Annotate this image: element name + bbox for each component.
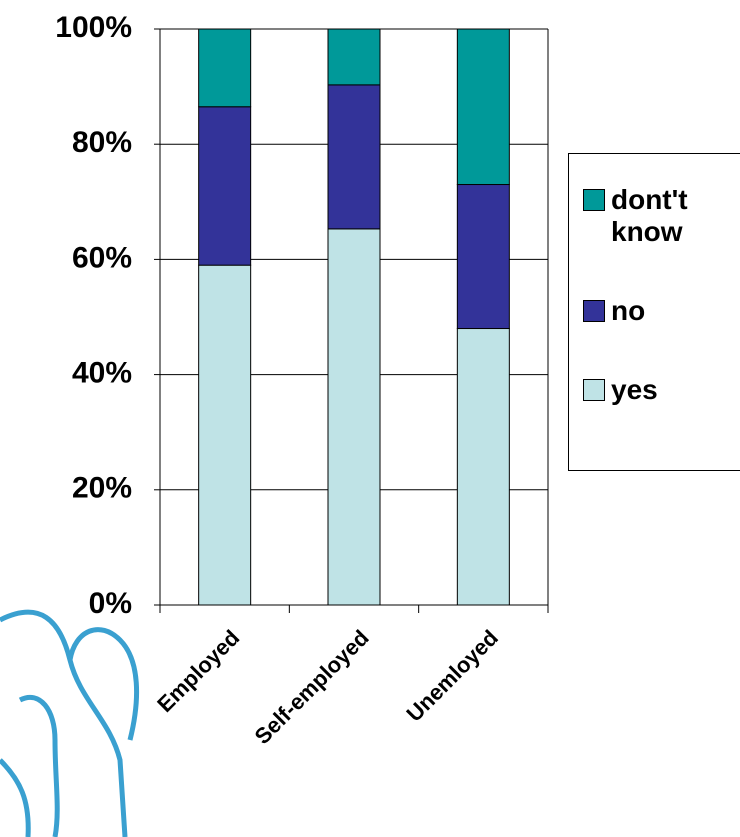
bar-segment: [456, 328, 510, 606]
y-tick-label: 40%: [72, 357, 132, 390]
bar-segment: [327, 84, 381, 230]
legend-item: no: [583, 295, 733, 327]
legend-item: dont't know: [583, 184, 733, 248]
legend-label: no: [611, 294, 646, 326]
bar-segment: [198, 28, 252, 108]
y-tick-label: 0%: [89, 587, 132, 620]
bar-segment: [198, 264, 252, 606]
x-tick-label: Self-employed: [250, 625, 374, 749]
bar-segment: [327, 228, 381, 606]
y-tick-label: 20%: [72, 472, 132, 505]
y-tick-label: 100%: [55, 11, 132, 44]
legend-label: dont't know: [611, 183, 688, 247]
legend-swatch: [583, 379, 605, 402]
decoration: [0, 609, 139, 837]
x-tick-label: Employed: [152, 625, 244, 717]
bar-segment: [456, 28, 510, 186]
legend-swatch: [583, 188, 605, 211]
legend-label: yes: [611, 374, 658, 406]
x-tick-label: Unemloyed: [401, 625, 503, 727]
y-tick-label: 60%: [72, 241, 132, 274]
bar-segment: [456, 184, 510, 330]
bar-segment: [327, 28, 381, 86]
legend-swatch: [583, 299, 605, 322]
legend-item: yes: [583, 374, 733, 406]
y-tick-label: 80%: [72, 126, 132, 159]
bar-segment: [198, 106, 252, 266]
legend: dont't know no yes: [568, 153, 740, 471]
